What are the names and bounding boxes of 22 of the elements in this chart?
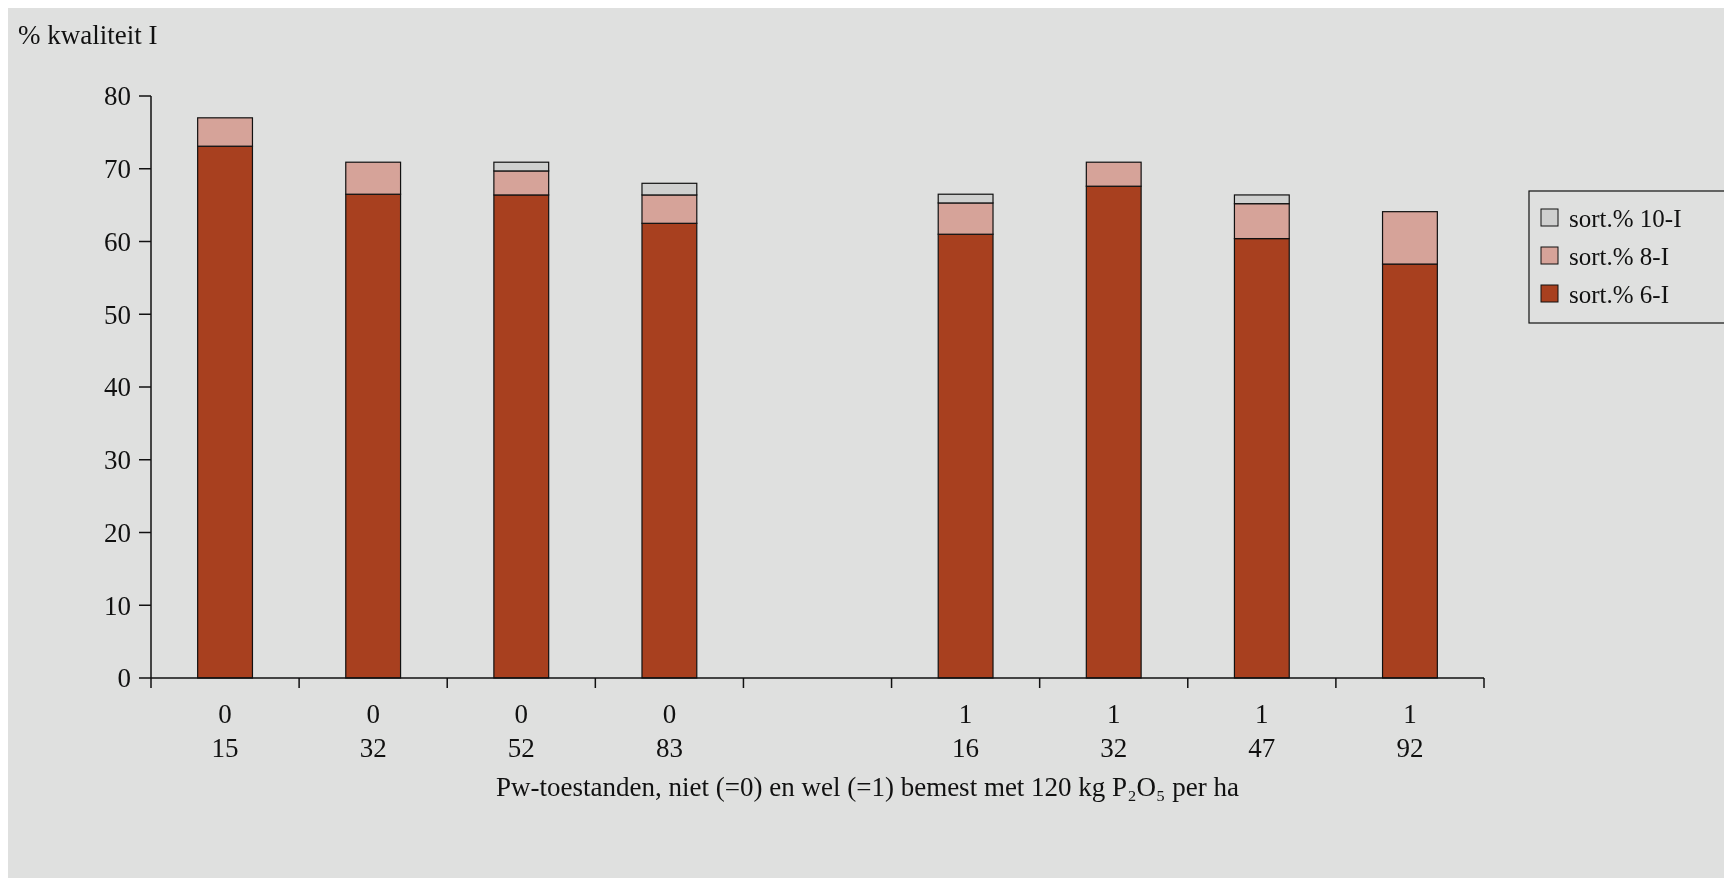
y-axis-title: % kwaliteit I: [18, 20, 158, 50]
y-tick-label: 50: [104, 299, 131, 330]
x-tick-label: 1 16: [952, 699, 980, 763]
legend-label: sort.% 10-I: [1569, 204, 1682, 232]
y-tick-label: 30: [104, 445, 131, 476]
y-tick-label: 40: [104, 372, 131, 403]
y-tick-label: 20: [104, 517, 131, 548]
legend-label: sort.% 6-I: [1569, 280, 1669, 308]
x-tick-label: 0 32: [359, 699, 387, 763]
y-tick-label: 10: [104, 590, 131, 621]
x-tick-label: 0 52: [507, 699, 535, 763]
x-tick-label: 1 92: [1396, 699, 1424, 763]
x-tick-label: 0 83: [655, 699, 683, 763]
x-tick-label: 0 15: [211, 699, 239, 763]
y-tick-label: 70: [104, 154, 131, 185]
y-tick-label: 60: [104, 226, 131, 257]
x-tick-label: 1 32: [1100, 699, 1128, 763]
x-axis-title: Pw-toestanden, niet (=0) en wel (=1) bemest met 120 kg P₂O₅ per ha: [496, 772, 1239, 802]
legend-label: sort.% 8-I: [1569, 242, 1669, 270]
x-tick-label: 1 47: [1248, 699, 1276, 763]
y-tick-label: 80: [104, 81, 131, 112]
y-tick-label: 0: [117, 663, 131, 694]
